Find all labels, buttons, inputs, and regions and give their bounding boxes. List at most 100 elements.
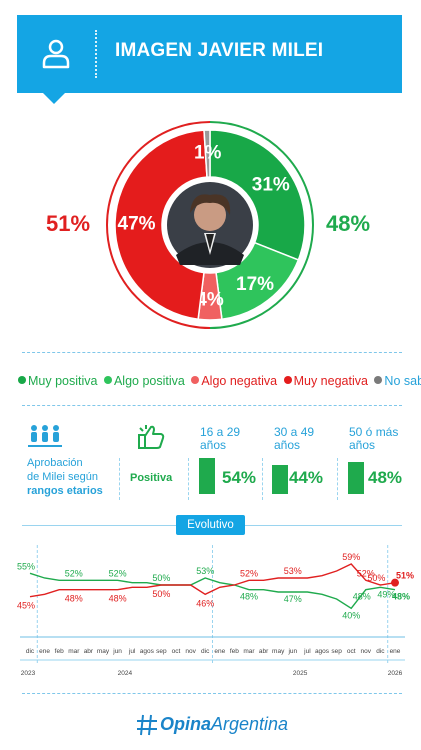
header-banner xyxy=(17,15,402,93)
x-tick-label: abr xyxy=(84,648,94,655)
year-label: 2025 xyxy=(293,670,308,677)
data-label-positiva: 55% xyxy=(17,561,35,571)
slice-muy-positiva xyxy=(209,129,306,261)
page-title: IMAGEN JAVIER MILEI xyxy=(115,40,324,61)
separator xyxy=(262,458,263,500)
year-label: 2024 xyxy=(118,670,133,677)
x-tick-label: nov xyxy=(361,648,372,655)
thumbs-up-icon xyxy=(138,425,165,449)
separator xyxy=(188,458,189,500)
data-label-negativa: 46% xyxy=(196,598,214,608)
pct-16-29: 54% xyxy=(222,468,257,487)
age-section-title: Aprobación de Milei según rangos etarios xyxy=(27,457,103,497)
data-label-positiva: 40% xyxy=(342,610,360,620)
x-tick-label: mar xyxy=(68,648,80,655)
last-point-marker xyxy=(391,578,399,587)
range-label-16-29: 16 a 29 años xyxy=(200,425,241,452)
slice-label: 17% xyxy=(236,274,274,295)
bar-50-plus xyxy=(348,462,364,494)
x-tick-label: ene xyxy=(214,648,225,655)
legend-item-muy-negativa: Muy negativa xyxy=(283,374,368,388)
data-label-negativa: 50% xyxy=(152,589,170,599)
separator xyxy=(119,458,120,500)
outer-ring-positive xyxy=(209,121,314,329)
x-tick-label: agos xyxy=(315,648,330,655)
x-tick-label: sep xyxy=(331,648,342,655)
bar-16-29 xyxy=(199,458,215,494)
x-tick-label: oct xyxy=(172,648,181,655)
x-tick-label: may xyxy=(97,648,110,655)
header-pointer xyxy=(43,93,65,104)
user-icon xyxy=(42,39,70,69)
slice-label: 4% xyxy=(196,290,224,311)
legend-item-muy-positiva: Muy positiva xyxy=(18,374,97,388)
x-tick-label: ene xyxy=(39,648,50,655)
legend-item-algo-negativa: Algo negativa xyxy=(191,374,277,388)
data-label-negativa: 52% xyxy=(240,568,258,578)
x-tick-label: dic xyxy=(376,648,385,655)
x-tick-label: dic xyxy=(201,648,210,655)
data-label-positiva: 49% xyxy=(377,589,395,599)
pct-30-49: 44% xyxy=(289,468,324,487)
series-line-negativa xyxy=(29,563,396,598)
legend-item-no-sabe: No sabe xyxy=(374,374,421,388)
data-label-positiva: 48% xyxy=(240,592,258,602)
x-tick-label: ene xyxy=(390,648,401,655)
x-tick-label: sep xyxy=(156,648,167,655)
header-divider xyxy=(95,30,97,78)
evolution-line-chart: 55%52% 52% 50%53%48% 47%40%48% 49%48%45%48% 4… xyxy=(17,545,414,677)
legend-item-algo-positiva: Algo positiva xyxy=(103,374,185,388)
bar-30-49 xyxy=(272,464,288,494)
data-label-positiva: 48% xyxy=(392,592,410,602)
data-label-negativa: 59% xyxy=(342,552,360,562)
data-label-positiva: 52% xyxy=(65,568,83,578)
outer-ring-negative xyxy=(106,121,211,329)
data-label-negativa: 53% xyxy=(284,566,302,576)
slice-label: 47% xyxy=(118,214,156,235)
series-line-positiva xyxy=(29,572,396,610)
x-tick-label: feb xyxy=(55,648,64,655)
x-tick-label: nov xyxy=(185,648,196,655)
year-label: 2023 xyxy=(21,670,36,677)
year-label: 2026 xyxy=(388,670,403,677)
slice-muy-negativa xyxy=(114,129,208,321)
slice-label: 1% xyxy=(194,143,222,164)
pct-50-plus: 48% xyxy=(368,468,403,487)
logo-icon xyxy=(137,714,157,736)
range-label-30-49: 30 a 49 años xyxy=(274,425,315,452)
range-label-50-plus: 50 ó más años xyxy=(349,425,399,452)
x-tick-label: agos xyxy=(140,648,155,655)
x-tick-label: abr xyxy=(259,648,269,655)
slice-label: 31% xyxy=(252,175,290,196)
total-positive: 48% xyxy=(326,211,371,236)
portrait-photo xyxy=(167,182,253,268)
data-label-negativa: 48% xyxy=(65,594,83,604)
x-tick-label: mar xyxy=(243,648,255,655)
x-tick-label: jul xyxy=(303,648,311,655)
data-label-positiva: 47% xyxy=(284,594,302,604)
slice-no-sabe xyxy=(203,129,211,178)
x-tick-label: oct xyxy=(347,648,356,655)
x-tick-label: jun xyxy=(287,648,297,655)
data-label-negativa: 45% xyxy=(17,601,35,611)
x-tick-label: feb xyxy=(230,648,239,655)
x-tick-label: may xyxy=(272,648,285,655)
data-label-negativa: 51% xyxy=(396,571,414,581)
separator xyxy=(337,458,338,500)
divider xyxy=(22,693,402,694)
x-tick-label: dic xyxy=(26,648,35,655)
logo-wordmark: OpinaArgentina xyxy=(160,714,289,734)
legend: Muy positiva Algo positiva Algo negativa… xyxy=(18,374,421,388)
donut-chart: 31% 17% 4% 47% 1% xyxy=(106,121,314,329)
data-label-negativa: 48% xyxy=(109,594,127,604)
total-negative: 51% xyxy=(46,211,91,236)
people-icon xyxy=(28,425,62,447)
data-label-positiva: 48% xyxy=(353,592,371,602)
data-label-positiva: 53% xyxy=(196,566,214,576)
evolutivo-label: Evolutivo xyxy=(176,515,245,535)
divider xyxy=(22,352,402,353)
row-label-positiva: Positiva xyxy=(130,472,173,484)
data-label-positiva: 52% xyxy=(109,568,127,578)
x-tick-label: jul xyxy=(128,648,136,655)
data-label-positiva: 50% xyxy=(152,573,170,583)
